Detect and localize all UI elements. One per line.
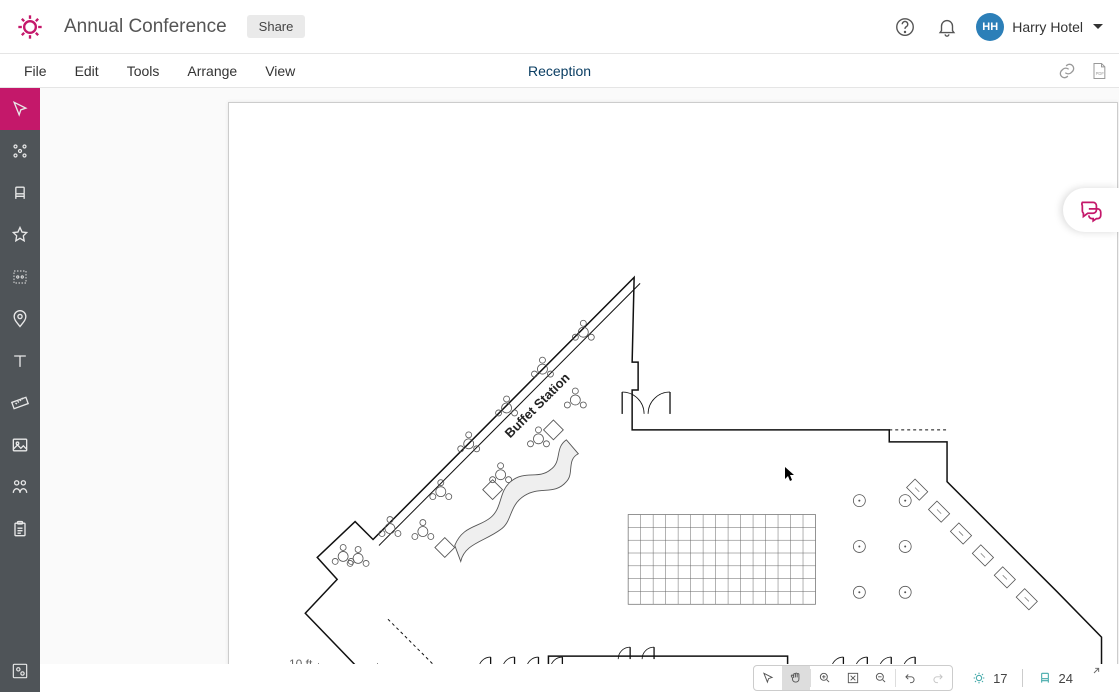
nodes-tool[interactable]	[0, 130, 40, 172]
star-tool[interactable]	[0, 214, 40, 256]
people-tool[interactable]	[0, 466, 40, 508]
chair-count[interactable]: 24	[1027, 670, 1083, 686]
user-name[interactable]: Harry Hotel	[1012, 19, 1083, 35]
svg-text:PDF: PDF	[1096, 71, 1105, 76]
menu-file[interactable]: File	[10, 63, 61, 79]
redo-button[interactable]	[924, 666, 952, 690]
zoom-in[interactable]	[811, 666, 839, 690]
chair-count-value: 24	[1059, 671, 1073, 686]
chair-tool[interactable]	[0, 172, 40, 214]
bottom-bar: 17 24	[40, 664, 1119, 692]
left-toolbar	[0, 88, 40, 692]
view-tools	[753, 665, 953, 691]
menu-tools[interactable]: Tools	[113, 63, 174, 79]
expand-icon[interactable]	[1087, 666, 1111, 690]
menu-view[interactable]: View	[251, 63, 309, 79]
guest-count[interactable]: 17	[961, 670, 1017, 686]
text-tool[interactable]	[0, 340, 40, 382]
document-title[interactable]: Annual Conference	[64, 16, 227, 38]
menu-arrange[interactable]: Arrange	[173, 63, 251, 79]
clipboard-tool[interactable]	[0, 508, 40, 550]
menu-edit[interactable]: Edit	[61, 63, 113, 79]
ruler-tool[interactable]	[0, 382, 40, 424]
zoom-fit[interactable]	[839, 666, 867, 690]
bell-icon[interactable]	[936, 16, 958, 38]
help-icon[interactable]	[894, 16, 916, 38]
undo-button[interactable]	[896, 666, 924, 690]
zoom-out[interactable]	[867, 666, 895, 690]
app-logo[interactable]	[16, 13, 44, 41]
chat-button[interactable]	[1063, 188, 1119, 232]
pan-mode[interactable]	[782, 666, 810, 690]
image-tool[interactable]	[0, 424, 40, 466]
scale-bar: 10 ft	[289, 657, 378, 664]
layer-name[interactable]: Reception	[528, 63, 591, 79]
menubar: File Edit Tools Arrange View Reception P…	[0, 54, 1119, 88]
scale-text: 10 ft	[289, 657, 312, 664]
floorplan-page[interactable]: Buffet Station 10 ft	[228, 102, 1118, 664]
pdf-icon[interactable]: PDF	[1089, 61, 1109, 81]
canvas[interactable]: Buffet Station 10 ft	[40, 88, 1119, 664]
header: Annual Conference Share HH Harry Hotel	[0, 0, 1119, 54]
guest-count-value: 17	[993, 671, 1007, 686]
link-icon[interactable]	[1057, 61, 1077, 81]
pointer-mode[interactable]	[754, 666, 782, 690]
select-tool[interactable]	[0, 88, 40, 130]
share-button[interactable]: Share	[247, 15, 306, 38]
grid-tool[interactable]	[0, 256, 40, 298]
avatar[interactable]: HH	[976, 13, 1004, 41]
chevron-down-icon[interactable]	[1093, 24, 1103, 29]
floorplan-svg	[229, 103, 1117, 664]
settings-tool[interactable]	[0, 650, 40, 692]
pin-tool[interactable]	[0, 298, 40, 340]
